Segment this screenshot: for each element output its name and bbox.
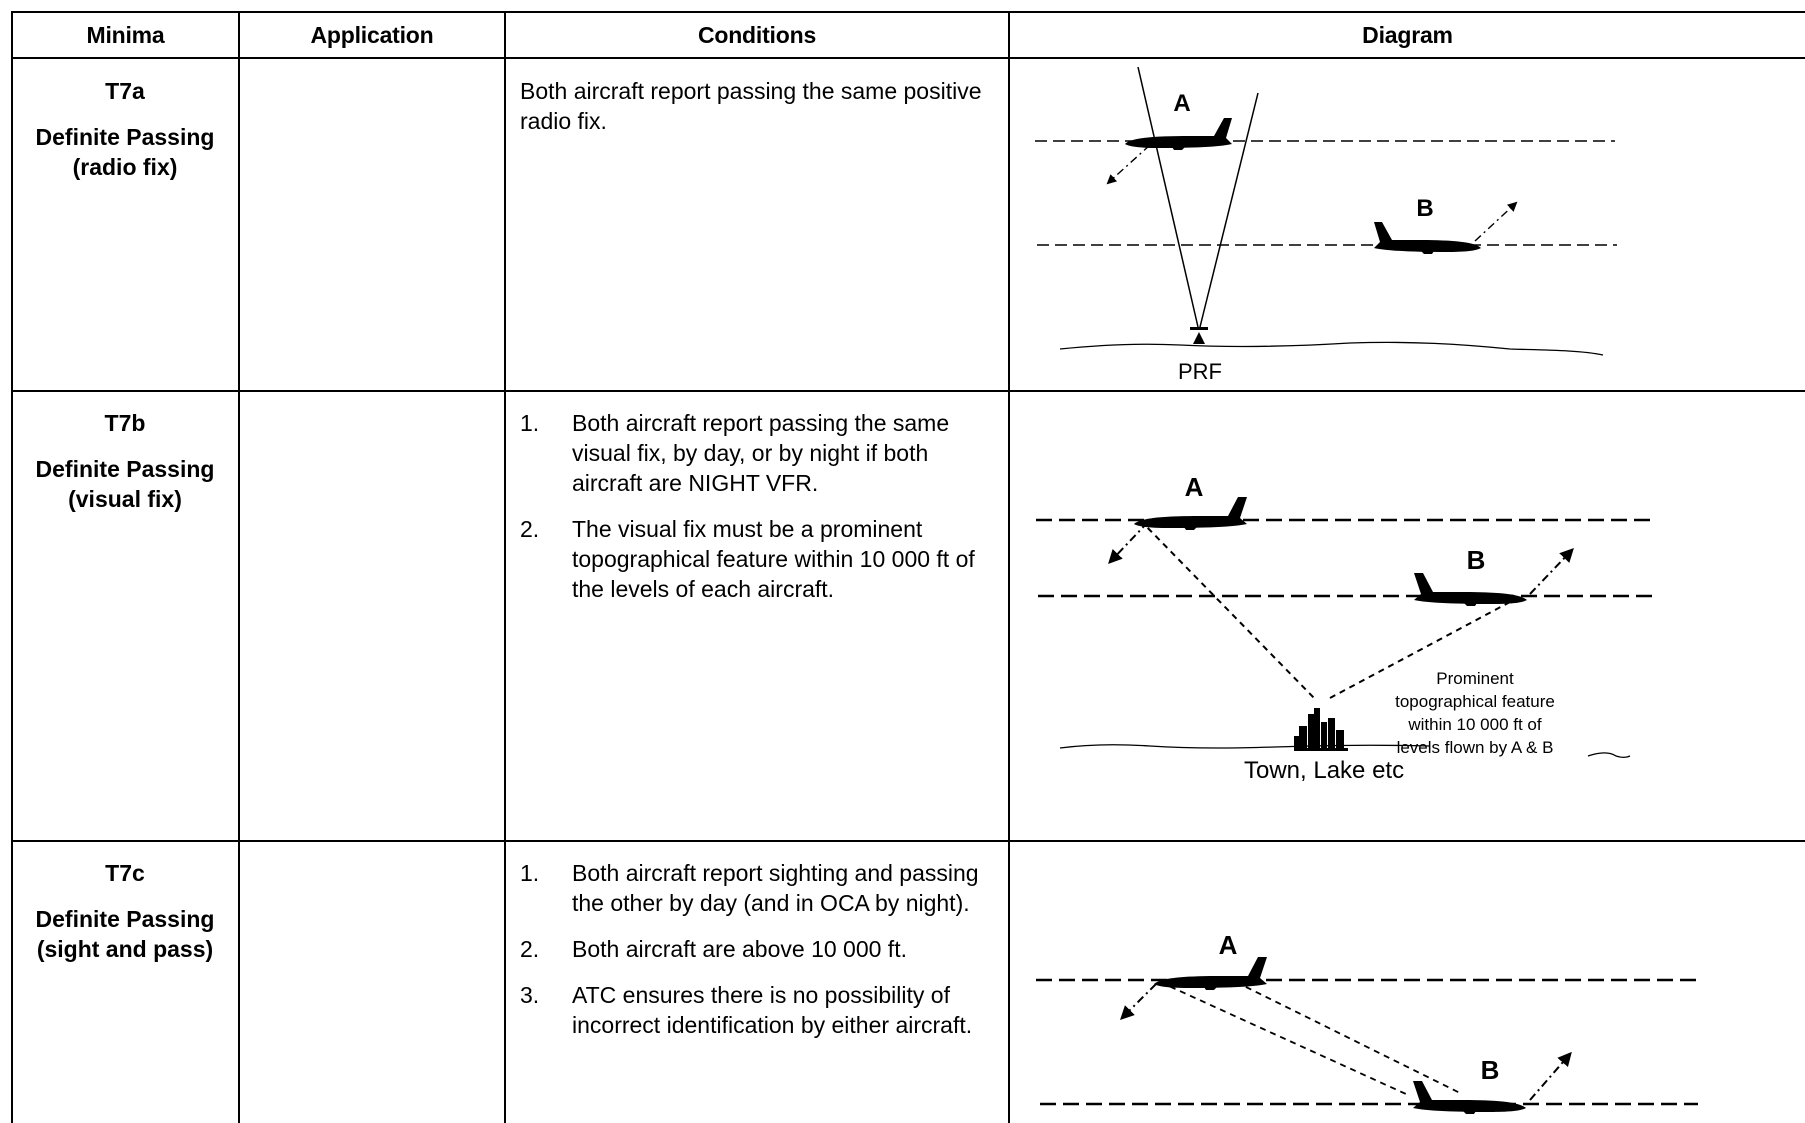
aircraft-b-vector — [1529, 547, 1574, 595]
condition-text: ATC ensures there is no possibility of i… — [572, 982, 973, 1038]
aircraft-icon — [1154, 957, 1267, 990]
minima-name: Definite Passing — [35, 124, 215, 150]
condition-text: The visual fix must be a prominent topog… — [572, 516, 975, 602]
condition-item: 2. Both aircraft are above 10 000 ft. — [520, 934, 998, 964]
aircraft-b-vector — [1474, 201, 1518, 242]
conditions-cell-t7b: 1. Both aircraft report passing the same… — [520, 408, 998, 620]
feature-note-line: levels flown by A & B — [1397, 738, 1554, 757]
conditions-cell-t7c: 1. Both aircraft report sighting and pas… — [520, 858, 998, 1056]
condition-text: Both aircraft report passing the same vi… — [572, 410, 950, 496]
feature-note-line: Prominent — [1436, 669, 1514, 688]
sight-line-a-to-b — [1159, 981, 1407, 1095]
col-border-application — [504, 11, 506, 1123]
aircraft-a-vector — [1120, 983, 1157, 1020]
condition-number: 2. — [520, 936, 540, 962]
sight-line-b-to-a — [1235, 981, 1463, 1095]
header-application: Application — [310, 21, 434, 48]
aircraft-b-label: B — [1416, 195, 1433, 222]
condition-number: 3. — [520, 982, 540, 1008]
diagram-t7a: PRF A B — [1010, 59, 1805, 389]
aircraft-b-label: B — [1467, 545, 1486, 575]
header-minima: Minima — [86, 21, 165, 48]
aircraft-icon — [1374, 222, 1481, 254]
minima-name: Definite Passing — [35, 906, 215, 932]
condition-text: Both aircraft are above 10 000 ft. — [572, 936, 907, 962]
condition-number: 1. — [520, 410, 540, 436]
col-border-left — [11, 11, 13, 1123]
minima-qualifier: (sight and pass) — [36, 936, 214, 962]
col-border-minima — [238, 11, 240, 1123]
minima-qualifier: (visual fix) — [68, 486, 182, 512]
visual-fix-diagram: Town, Lake etc Prominent topographical f… — [1036, 472, 1652, 784]
diagram-t7b: Town, Lake etc Prominent topographical f… — [1010, 392, 1805, 840]
header-diagram: Diagram — [1362, 21, 1453, 48]
ground-fix-label: PRF — [1178, 359, 1222, 384]
minima-code: T7a — [105, 78, 145, 104]
radio-beam-right — [1199, 92, 1259, 328]
aircraft-a-vector — [1106, 144, 1151, 185]
ground-line — [1059, 744, 1431, 749]
minima-code: T7b — [104, 410, 146, 436]
aircraft-b-vector — [1529, 1051, 1572, 1101]
feature-note-line: within 10 000 ft of — [1407, 715, 1542, 734]
minima-qualifier: (radio fix) — [72, 154, 178, 180]
aircraft-b-label: B — [1481, 1055, 1500, 1085]
aircraft-icon — [1414, 573, 1527, 606]
condition-item: 1. Both aircraft report sighting and pas… — [520, 858, 998, 918]
conditions-cell-t7a: Both aircraft report passing the same po… — [520, 76, 998, 136]
minima-name: Definite Passing — [35, 456, 215, 482]
table-top-border — [11, 11, 1805, 13]
condition-number: 2. — [520, 516, 540, 542]
condition-item: 2. The visual fix must be a prominent to… — [520, 514, 998, 604]
sight-line-a — [1139, 519, 1317, 701]
feature-note-line: topographical feature — [1395, 692, 1555, 711]
diagram-t7c: A B — [1010, 842, 1805, 1123]
town-skyline-icon — [1294, 708, 1348, 751]
condition-item: 1. Both aircraft report passing the same… — [520, 408, 998, 498]
aircraft-a-label: A — [1173, 90, 1190, 117]
aircraft-icon — [1125, 118, 1232, 150]
sight-line-b — [1329, 601, 1511, 699]
header-bottom-border — [11, 57, 1805, 59]
aircraft-a-label: A — [1185, 472, 1204, 502]
condition-number: 1. — [520, 860, 540, 886]
minima-code: T7c — [105, 860, 145, 886]
row-1-bottom-border — [11, 390, 1805, 392]
ground-line-end — [1587, 752, 1631, 759]
condition-text: Both aircraft report passing the same po… — [520, 78, 982, 134]
aircraft-a-label: A — [1219, 930, 1238, 960]
minima-cell-t7a: T7a Definite Passing (radio fix) — [13, 76, 237, 182]
condition-text: Both aircraft report sighting and passin… — [572, 860, 979, 916]
minima-cell-t7c: T7c Definite Passing (sight and pass) — [13, 858, 237, 964]
col-border-conditions — [1008, 11, 1010, 1123]
sight-and-pass-diagram: A B — [1036, 930, 1698, 1114]
ground-feature-label: Town, Lake etc — [1244, 757, 1404, 784]
header-conditions: Conditions — [697, 21, 817, 48]
radio-fix-diagram: PRF A B — [1035, 66, 1617, 384]
aircraft-a-vector — [1108, 521, 1149, 565]
minima-cell-t7b: T7b Definite Passing (visual fix) — [13, 408, 237, 514]
ground-line — [1059, 341, 1604, 356]
radio-beacon-icon — [1190, 327, 1208, 344]
aircraft-icon — [1413, 1081, 1526, 1114]
radio-beam-left — [1137, 66, 1199, 328]
row-2-bottom-border — [11, 840, 1805, 842]
condition-item: 3. ATC ensures there is no possibility o… — [520, 980, 998, 1040]
